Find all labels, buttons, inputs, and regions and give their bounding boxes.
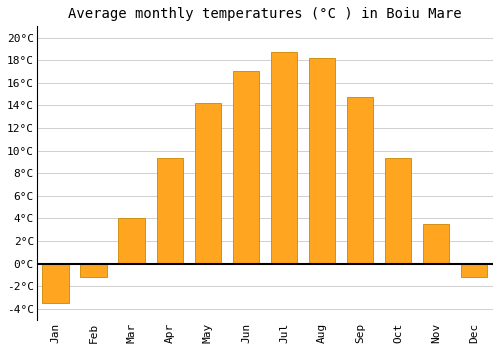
Bar [308, 58, 335, 264]
Bar [460, 264, 487, 277]
Bar [118, 218, 145, 264]
Bar [384, 159, 411, 264]
Bar [194, 103, 221, 264]
Bar [270, 52, 297, 264]
Bar [156, 159, 183, 264]
Bar [232, 71, 259, 264]
Bar [346, 97, 374, 264]
Bar [42, 264, 69, 303]
Bar [422, 224, 450, 264]
Title: Average monthly temperatures (°C ) in Boiu Mare: Average monthly temperatures (°C ) in Bo… [68, 7, 462, 21]
Bar [80, 264, 107, 277]
